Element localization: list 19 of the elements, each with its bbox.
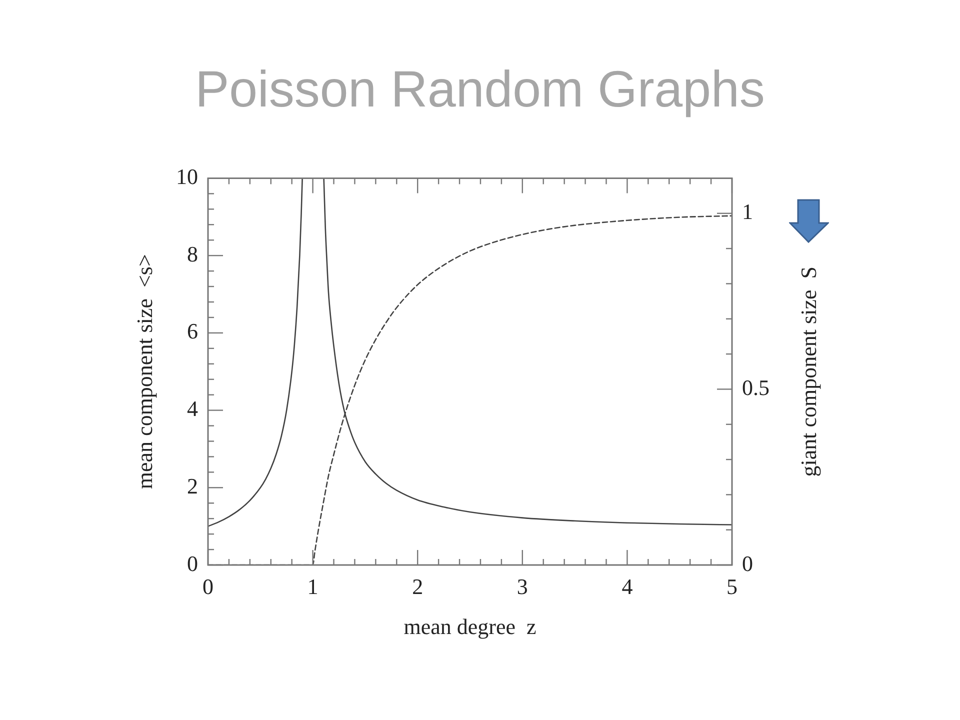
x-axis-title: mean degree z — [404, 614, 536, 639]
x-tick-label: 5 — [726, 574, 738, 599]
x-tick-label: 2 — [412, 574, 424, 599]
x-tick-label: 4 — [622, 574, 633, 599]
y2-axis-title: giant component size S — [796, 266, 821, 477]
x-tick-label: 0 — [202, 574, 214, 599]
y-tick-label: 4 — [187, 396, 198, 422]
y-tick-label: 10 — [176, 164, 198, 189]
chart-title: Poisson Random Graphs — [195, 60, 765, 118]
y-axis-title: mean component size <s> — [132, 254, 157, 490]
y2-tick-label: 0.5 — [742, 374, 770, 400]
x-tick-label: 3 — [516, 574, 528, 599]
y-tick-label: 2 — [187, 473, 198, 498]
x-tick-label: 1 — [307, 574, 318, 599]
y2-tick-label: 1 — [742, 199, 753, 224]
y-tick-label: 8 — [187, 241, 198, 266]
y-tick-label: 0 — [187, 550, 198, 576]
y-tick-label: 6 — [187, 318, 198, 344]
y2-tick-label: 0 — [742, 550, 753, 576]
